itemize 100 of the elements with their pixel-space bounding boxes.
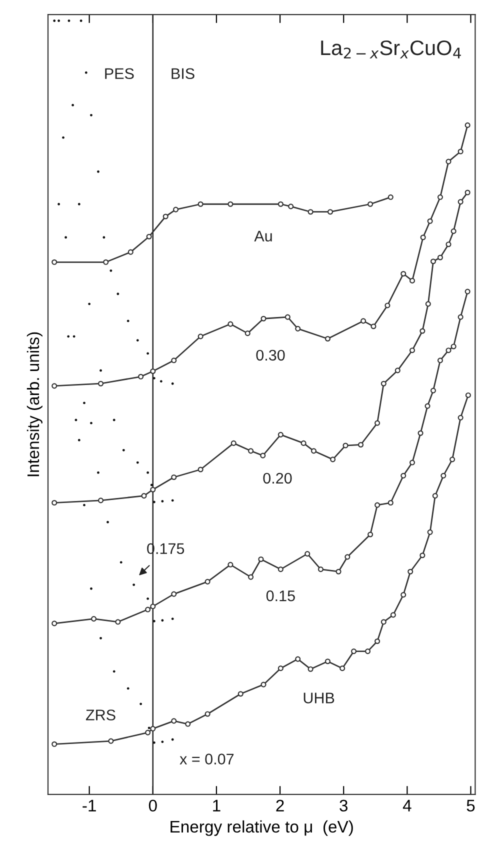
point [120, 561, 122, 564]
point [327, 209, 334, 215]
point [374, 638, 380, 644]
point [437, 358, 444, 364]
point [364, 648, 371, 654]
point [368, 532, 374, 538]
point [228, 321, 234, 327]
annotation: BIS [172, 68, 194, 80]
point [145, 606, 151, 612]
x-tick-label: 1 [213, 800, 220, 812]
point [140, 702, 142, 706]
point [150, 486, 156, 492]
x-tick-label: 5 [466, 800, 475, 812]
y-axis-title: Intensity (arb. units) [26, 332, 42, 476]
point [330, 456, 336, 462]
point [420, 234, 426, 240]
point [260, 316, 266, 322]
point [260, 682, 266, 688]
point [228, 201, 234, 207]
point [52, 383, 58, 389]
point [152, 376, 156, 380]
point [171, 591, 177, 597]
point [464, 190, 470, 196]
point [185, 721, 191, 727]
point [351, 648, 357, 654]
point [278, 666, 284, 672]
point [110, 269, 112, 272]
annotation: Au [254, 230, 272, 242]
point [126, 320, 130, 322]
point [146, 471, 150, 474]
point [409, 348, 416, 354]
point [84, 71, 88, 74]
point [278, 201, 284, 207]
point [230, 440, 236, 446]
point [340, 666, 346, 672]
point [150, 368, 156, 374]
annotation: ZRS [86, 710, 116, 720]
point [204, 578, 210, 584]
point [318, 566, 324, 572]
point [308, 209, 314, 215]
x-tick-label: 3 [340, 800, 348, 812]
point [108, 738, 114, 744]
point [420, 552, 426, 558]
point [116, 292, 120, 296]
point [380, 380, 386, 386]
point [146, 352, 150, 355]
point [408, 568, 414, 574]
point [450, 344, 456, 350]
point [437, 254, 444, 260]
point [344, 554, 350, 560]
point [458, 314, 464, 320]
annotation: 0.30 [256, 350, 285, 361]
point [288, 204, 294, 210]
point [427, 529, 433, 535]
point [432, 493, 438, 499]
point [374, 420, 380, 426]
x-tick-label: 4 [402, 800, 412, 812]
point [98, 498, 104, 504]
point [171, 474, 177, 480]
point [162, 214, 168, 220]
point [308, 666, 314, 672]
point [300, 440, 306, 446]
point [204, 711, 210, 717]
annotation: x = 0.07 [180, 754, 234, 764]
point [173, 206, 179, 212]
point [424, 403, 430, 409]
point [446, 348, 452, 354]
point [425, 301, 431, 307]
point [102, 236, 106, 239]
point [112, 670, 116, 673]
point [458, 148, 464, 154]
point [370, 324, 376, 330]
point [171, 382, 174, 385]
point [150, 726, 156, 732]
point [295, 326, 301, 332]
point [198, 466, 204, 472]
x-axis-title: Energy relative to μ (eV) [170, 820, 353, 836]
point [161, 740, 164, 744]
point [152, 741, 156, 744]
point [248, 448, 254, 454]
point [450, 456, 456, 462]
point [112, 418, 116, 422]
point [52, 620, 58, 626]
point [150, 604, 156, 610]
point [400, 472, 406, 478]
point [368, 201, 374, 207]
x-tick-label: 0 [148, 800, 157, 812]
point [78, 438, 80, 442]
point [122, 448, 125, 452]
point [278, 432, 284, 438]
point [400, 270, 406, 277]
point [171, 618, 174, 620]
point [67, 335, 70, 338]
point [409, 460, 416, 466]
point [238, 691, 244, 697]
point [336, 568, 342, 574]
annotation: UHB [304, 692, 334, 704]
point [374, 502, 380, 508]
x-tick-label: 2 [276, 800, 284, 812]
point [146, 234, 152, 240]
